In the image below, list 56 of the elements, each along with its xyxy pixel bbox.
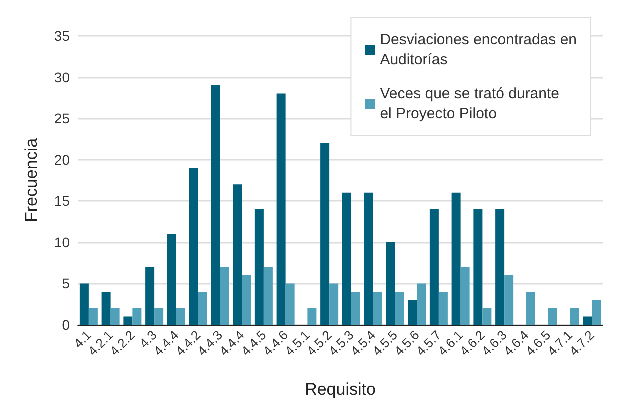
y-tick-label: 25 bbox=[54, 110, 70, 127]
bar bbox=[592, 300, 602, 325]
bar bbox=[167, 234, 176, 325]
bar bbox=[242, 275, 252, 325]
y-tick-label: 15 bbox=[54, 193, 70, 210]
bar bbox=[124, 316, 133, 325]
bar bbox=[220, 267, 230, 325]
bar bbox=[460, 267, 470, 325]
bar bbox=[254, 209, 264, 325]
bar bbox=[496, 209, 505, 325]
bar bbox=[264, 267, 273, 325]
x-axis-title: Requisito bbox=[305, 380, 376, 399]
bar bbox=[320, 143, 330, 325]
bar bbox=[386, 242, 396, 325]
bar bbox=[342, 192, 352, 325]
y-tick-label: 5 bbox=[62, 276, 70, 292]
bar bbox=[286, 284, 295, 325]
y-tick-label: 30 bbox=[54, 69, 70, 86]
bar bbox=[482, 308, 492, 325]
bar bbox=[504, 275, 514, 325]
bar bbox=[570, 308, 580, 325]
bar bbox=[430, 209, 439, 325]
bar bbox=[276, 94, 286, 325]
bar bbox=[176, 308, 186, 325]
bar bbox=[88, 308, 98, 325]
bar bbox=[80, 284, 89, 325]
bar bbox=[102, 292, 111, 325]
bar bbox=[154, 308, 164, 325]
legend-label: Desviaciones encontradas en Auditorías bbox=[380, 32, 578, 68]
bar bbox=[395, 292, 404, 325]
bar bbox=[233, 184, 242, 325]
bar bbox=[132, 308, 142, 325]
y-tick-label: 0 bbox=[62, 317, 70, 333]
bar bbox=[364, 192, 374, 325]
bar bbox=[198, 292, 208, 325]
y-tick-label: 35 bbox=[54, 28, 70, 44]
y-tick-label: 10 bbox=[54, 234, 70, 250]
bar bbox=[474, 209, 483, 325]
bar bbox=[548, 308, 558, 325]
y-tick-label: 20 bbox=[54, 152, 70, 168]
y-axis-title: Frecuencia bbox=[22, 138, 41, 223]
bar bbox=[211, 86, 220, 325]
bar bbox=[351, 292, 360, 325]
bar bbox=[452, 192, 461, 325]
bar bbox=[146, 267, 155, 325]
bar bbox=[408, 300, 418, 325]
bar bbox=[110, 308, 120, 325]
bar bbox=[189, 168, 198, 325]
bar bbox=[438, 292, 448, 325]
legend-label: Veces que se trató durante el Proyecto Piloto bbox=[380, 86, 560, 122]
bar bbox=[308, 308, 317, 325]
bar bbox=[417, 284, 426, 325]
bar bbox=[526, 292, 536, 325]
bar bbox=[373, 292, 382, 325]
bar bbox=[583, 316, 592, 325]
bar bbox=[330, 284, 339, 325]
